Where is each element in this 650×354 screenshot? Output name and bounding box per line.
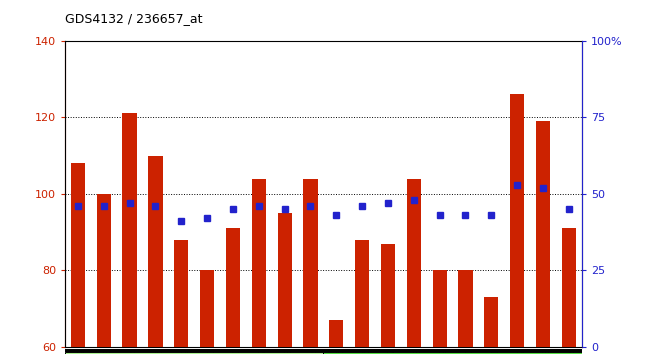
Bar: [562, 228, 576, 347]
Text: GSM201842: GSM201842: [517, 347, 526, 354]
Text: GDS4132 / 236657_at: GDS4132 / 236657_at: [65, 12, 203, 25]
Bar: [65, 349, 582, 352]
Text: GSM201832: GSM201832: [259, 347, 268, 354]
Bar: [174, 240, 188, 347]
Text: GSM201542: GSM201542: [78, 347, 87, 354]
Bar: [65, 352, 324, 354]
Text: GSM201837: GSM201837: [388, 347, 397, 354]
Bar: [97, 194, 111, 347]
Bar: [407, 178, 421, 347]
Bar: [458, 270, 473, 347]
Text: GSM201843: GSM201843: [543, 347, 552, 354]
Text: GSM201544: GSM201544: [129, 347, 138, 354]
Bar: [252, 178, 266, 347]
Bar: [484, 297, 499, 347]
Text: GSM201835: GSM201835: [336, 347, 345, 354]
Bar: [200, 270, 214, 347]
Text: GSM201830: GSM201830: [207, 347, 216, 354]
Bar: [278, 213, 292, 347]
Text: GSM201545: GSM201545: [155, 347, 164, 354]
Text: GSM201829: GSM201829: [181, 347, 190, 354]
Bar: [226, 228, 240, 347]
Bar: [510, 94, 525, 347]
Text: GSM201543: GSM201543: [104, 347, 112, 354]
Bar: [304, 178, 318, 347]
Text: GSM201831: GSM201831: [233, 347, 242, 354]
Bar: [536, 121, 550, 347]
Bar: [71, 163, 85, 347]
Text: GSM201839: GSM201839: [439, 347, 448, 354]
Bar: [148, 155, 162, 347]
Text: GSM201833: GSM201833: [285, 347, 294, 354]
Text: GSM201841: GSM201841: [491, 347, 500, 354]
Text: GSM201834: GSM201834: [311, 347, 319, 354]
Bar: [324, 352, 582, 354]
Text: GSM201838: GSM201838: [414, 347, 422, 354]
Bar: [329, 320, 343, 347]
Text: GSM201836: GSM201836: [362, 347, 371, 354]
Bar: [122, 113, 136, 347]
Bar: [355, 240, 369, 347]
Text: GSM201840: GSM201840: [465, 347, 474, 354]
Text: GSM201844: GSM201844: [569, 347, 578, 354]
Bar: [381, 244, 395, 347]
Bar: [432, 270, 447, 347]
